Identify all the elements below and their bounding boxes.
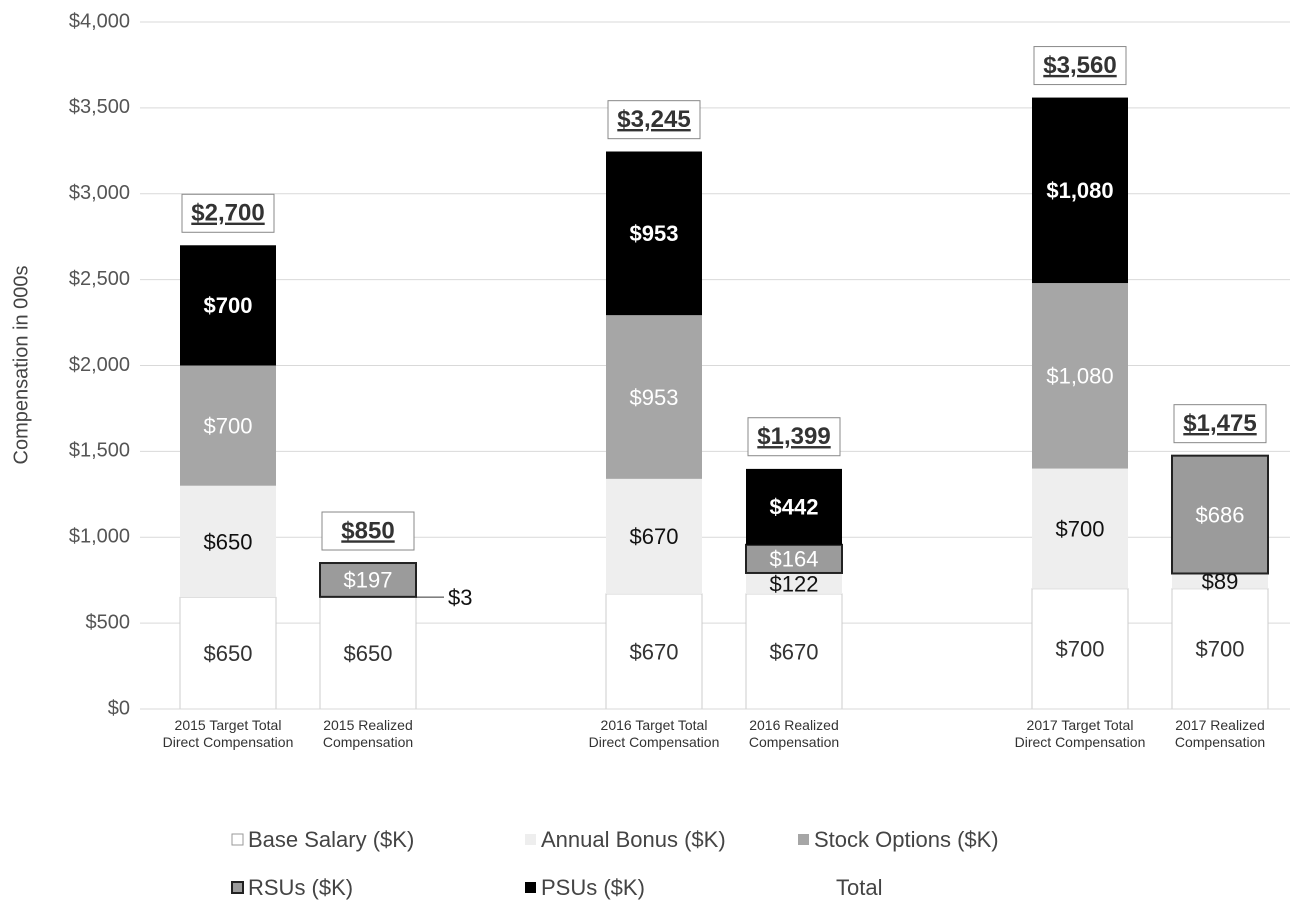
total-label: $1,399 [757, 423, 830, 450]
total-box [321, 511, 415, 551]
x-tick-label: 2016 Realized Compensation [748, 717, 840, 750]
y-tick-label: $0 [108, 697, 130, 719]
data-label: $670 [630, 524, 679, 549]
legend-swatch [231, 833, 244, 846]
data-label: $1,080 [1046, 364, 1113, 389]
x-tick-label: 2017 Realized Compensation [1174, 717, 1266, 750]
x-tick-label: 2017 Target Total Direct Compensation [1014, 717, 1146, 750]
data-label: $164 [770, 547, 819, 572]
bar-segment [746, 468, 842, 545]
data-label: $700 [204, 413, 253, 438]
total-label: $3,245 [617, 106, 690, 133]
bar-segment [606, 315, 702, 479]
y-tick-label: $1,000 [69, 526, 130, 548]
total-label: $3,560 [1043, 52, 1116, 79]
bar-segment [1171, 454, 1269, 575]
bar-segment [745, 593, 843, 710]
data-label: $1,080 [1046, 178, 1113, 203]
legend-swatch [525, 834, 536, 845]
total-box [1033, 46, 1127, 86]
bar-segment [1172, 573, 1268, 589]
legend-label: Annual Bonus ($K) [541, 827, 726, 852]
bar-segment [180, 485, 276, 598]
y-tick-label: $2,500 [69, 268, 130, 290]
legend-label: Base Salary ($K) [248, 827, 414, 852]
legend-swatch [798, 834, 809, 845]
bar-segment [180, 365, 276, 486]
legend-swatch [525, 882, 536, 893]
legend-label: Stock Options ($K) [814, 827, 999, 852]
y-tick-label: $3,500 [69, 96, 130, 118]
y-tick-label: $1,500 [69, 440, 130, 462]
data-label: $700 [1056, 516, 1105, 541]
y-axis-label: Compensation in 000s [10, 265, 32, 464]
bar-segment [319, 562, 417, 598]
y-tick-label: $500 [86, 611, 131, 633]
total-box [607, 100, 701, 140]
legend-label: RSUs ($K) [248, 875, 353, 900]
bar-segment [606, 478, 702, 594]
bar-segment [179, 596, 277, 710]
data-label: $442 [770, 495, 819, 520]
data-label: $700 [1056, 637, 1105, 662]
data-label: $953 [630, 221, 679, 246]
data-label: $197 [344, 568, 393, 593]
data-label: $3 [448, 585, 472, 610]
y-tick-label: $3,000 [69, 182, 130, 204]
bar-segment [1032, 283, 1128, 469]
y-tick-label: $2,000 [69, 354, 130, 376]
data-label: $700 [204, 293, 253, 318]
legend-label: Total [836, 875, 882, 900]
bar-segment [745, 543, 843, 574]
total-label: $2,700 [191, 200, 264, 227]
total-label: $850 [341, 517, 394, 544]
x-tick-label: 2016 Target Total Direct Compensation [588, 717, 720, 750]
total-box [747, 417, 841, 457]
bar-segment [1031, 588, 1129, 710]
data-label: $686 [1196, 502, 1245, 527]
data-label: $122 [770, 571, 819, 596]
legend-swatch [231, 881, 244, 894]
bar-segment [1032, 468, 1128, 589]
x-tick-label: 2015 Realized Compensation [322, 717, 414, 750]
x-tick-label: 2015 Target Total Direct Compensation [162, 717, 294, 750]
legend-label: PSUs ($K) [541, 875, 645, 900]
data-label: $650 [204, 641, 253, 666]
data-label: $650 [344, 641, 393, 666]
y-tick-label: $4,000 [69, 10, 130, 32]
bar-segment [1171, 588, 1269, 710]
data-label: $650 [204, 529, 253, 554]
data-label: $670 [630, 639, 679, 664]
data-label: $953 [630, 385, 679, 410]
data-label: $670 [770, 639, 819, 664]
total-box [181, 193, 275, 233]
bar-segment [606, 151, 702, 316]
total-box [1173, 404, 1267, 444]
data-label: $700 [1196, 637, 1245, 662]
bar-segment [180, 245, 276, 366]
bar-segment [1032, 97, 1128, 284]
total-label: $1,475 [1183, 410, 1256, 437]
bar-segment [746, 572, 842, 594]
